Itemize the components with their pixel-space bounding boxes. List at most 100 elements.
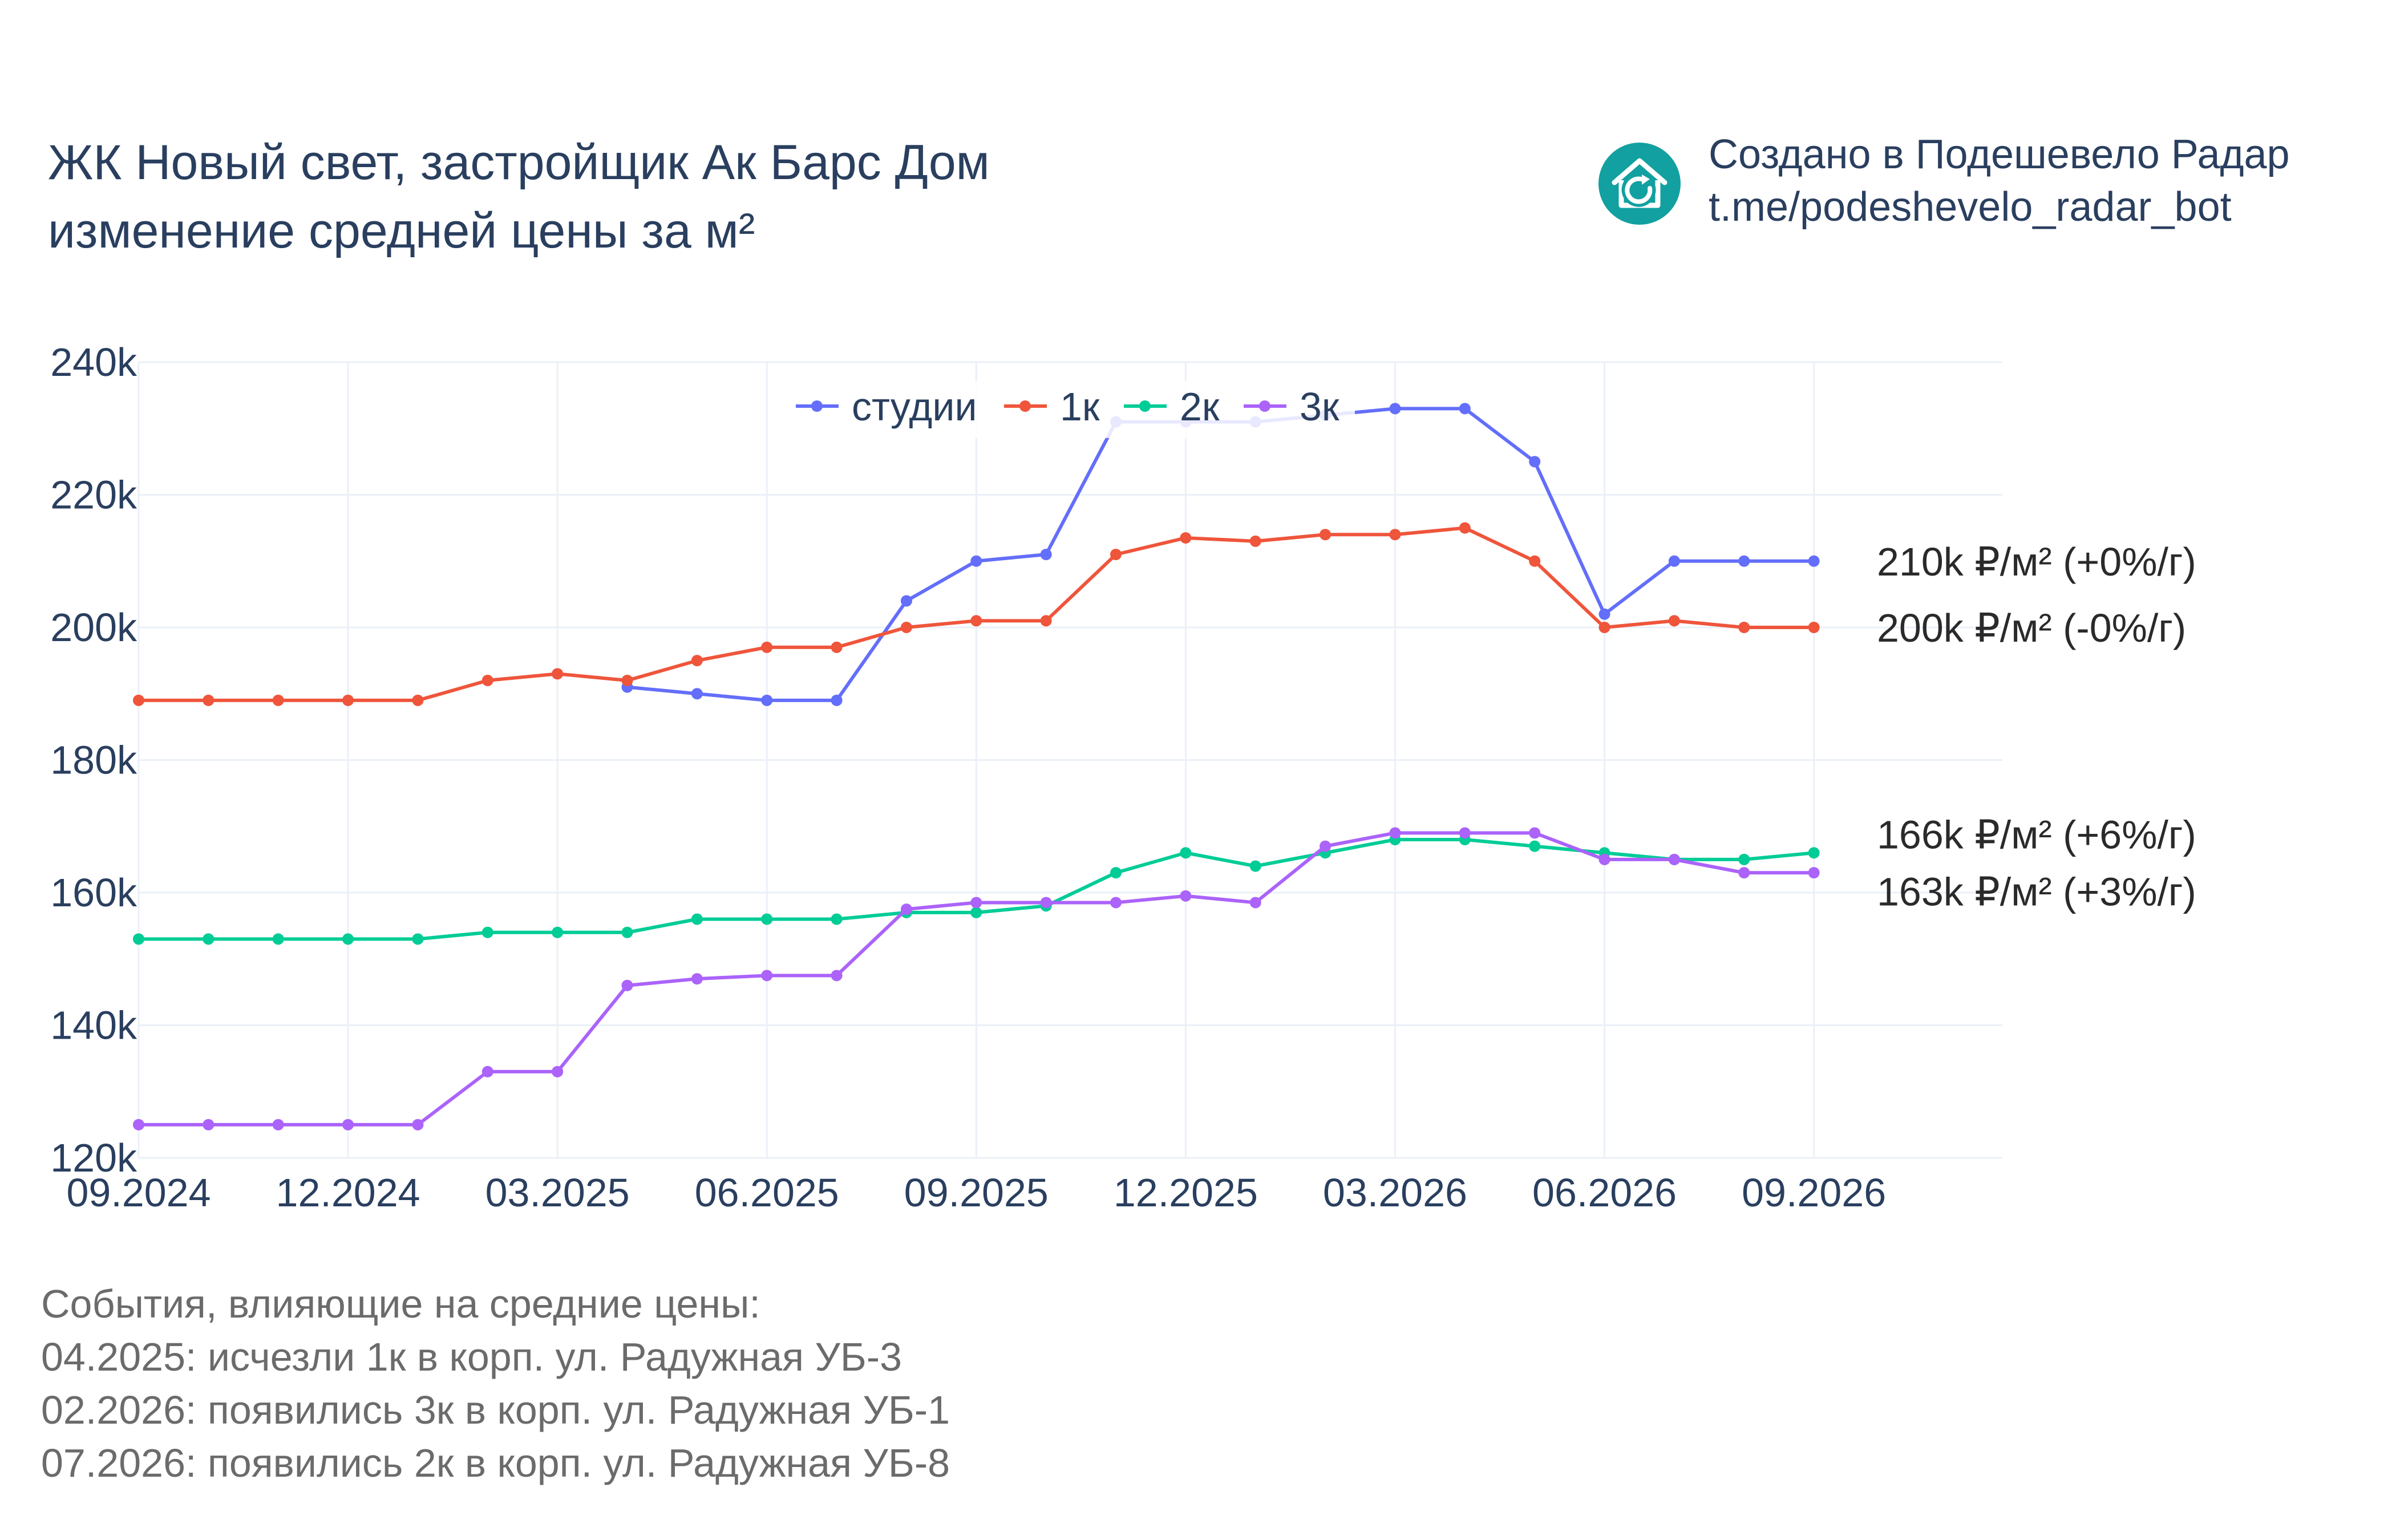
data-point[interactable] xyxy=(552,926,564,938)
data-point[interactable] xyxy=(552,668,564,680)
data-point[interactable] xyxy=(1320,529,1331,541)
data-point[interactable] xyxy=(1529,555,1541,567)
grid-lines xyxy=(137,361,2002,1159)
legend-swatch-marker xyxy=(811,400,823,412)
data-point[interactable] xyxy=(1040,615,1052,627)
data-point[interactable] xyxy=(1249,535,1261,547)
data-point[interactable] xyxy=(831,913,843,925)
data-point[interactable] xyxy=(1529,827,1541,839)
data-point[interactable] xyxy=(133,1118,144,1130)
data-point[interactable] xyxy=(621,979,633,991)
data-point[interactable] xyxy=(1320,840,1331,852)
data-point[interactable] xyxy=(1529,456,1541,468)
data-point[interactable] xyxy=(831,694,843,706)
data-point[interactable] xyxy=(1459,522,1471,534)
data-point[interactable] xyxy=(481,926,493,938)
event-item: 07.2026: появились 2к в корп. ул. Радужн… xyxy=(41,1441,950,1485)
data-point[interactable] xyxy=(481,1065,493,1077)
data-point[interactable] xyxy=(831,641,843,653)
data-point[interactable] xyxy=(970,906,982,918)
data-point[interactable] xyxy=(481,675,493,686)
data-point[interactable] xyxy=(342,694,354,706)
event-item: 04.2025: исчезли 1к в корп. ул. Радужная… xyxy=(41,1335,902,1379)
series-3 xyxy=(133,827,1820,1130)
data-point[interactable] xyxy=(412,694,424,706)
data-point[interactable] xyxy=(900,595,912,607)
data-point[interactable] xyxy=(203,694,214,706)
data-point[interactable] xyxy=(761,970,773,982)
data-point[interactable] xyxy=(1738,867,1750,879)
chart-title-line-2: изменение средней цены за м² xyxy=(48,204,755,258)
data-point[interactable] xyxy=(1808,847,1820,859)
data-point[interactable] xyxy=(1808,867,1820,879)
data-point[interactable] xyxy=(1808,555,1820,567)
data-point[interactable] xyxy=(1110,897,1122,909)
data-point[interactable] xyxy=(1389,529,1401,541)
data-point[interactable] xyxy=(621,675,633,686)
events-list: События, влияющие на средние цены: 04.20… xyxy=(41,1278,950,1490)
data-point[interactable] xyxy=(1459,403,1471,415)
data-point[interactable] xyxy=(761,694,773,706)
data-point[interactable] xyxy=(1668,615,1680,627)
data-point[interactable] xyxy=(1389,403,1401,415)
x-tick-label: 09.2024 xyxy=(66,1170,211,1215)
data-point[interactable] xyxy=(970,555,982,567)
data-point[interactable] xyxy=(691,913,703,925)
x-tick-label: 03.2025 xyxy=(485,1170,630,1215)
legend-item[interactable]: студии xyxy=(796,384,977,429)
data-point[interactable] xyxy=(761,641,773,653)
brand-icon-circle xyxy=(1598,143,1681,225)
data-point[interactable] xyxy=(1668,853,1680,865)
data-point[interactable] xyxy=(1180,847,1192,859)
events-heading: События, влияющие на средние цены: xyxy=(41,1282,760,1326)
data-point[interactable] xyxy=(412,1118,424,1130)
data-point[interactable] xyxy=(1738,622,1750,633)
data-point[interactable] xyxy=(1249,860,1261,872)
data-point[interactable] xyxy=(1040,897,1052,909)
data-point[interactable] xyxy=(1668,555,1680,567)
end-labels: 210k ₽/м² (+0%/г) 200k ₽/м² (-0%/г) 166k ₽… xyxy=(1877,540,2196,914)
data-point[interactable] xyxy=(900,622,912,633)
data-point[interactable] xyxy=(1738,853,1750,865)
data-point[interactable] xyxy=(691,973,703,985)
brand-credit: Создано в Подешевело Радар t.me/podeshev… xyxy=(1709,128,2290,233)
data-point[interactable] xyxy=(1459,827,1471,839)
legend-item[interactable]: 3к xyxy=(1244,384,1339,429)
data-point[interactable] xyxy=(1598,622,1610,633)
data-point[interactable] xyxy=(1180,890,1192,902)
data-point[interactable] xyxy=(900,903,912,915)
legend-item[interactable]: 2к xyxy=(1124,384,1220,429)
x-tick-label: 03.2026 xyxy=(1323,1170,1467,1215)
data-point[interactable] xyxy=(272,1118,284,1130)
data-point[interactable] xyxy=(272,694,284,706)
data-point[interactable] xyxy=(1738,555,1750,567)
data-point[interactable] xyxy=(1249,897,1261,909)
data-point[interactable] xyxy=(203,1118,214,1130)
data-point[interactable] xyxy=(831,970,843,982)
data-point[interactable] xyxy=(1598,853,1610,865)
data-point[interactable] xyxy=(342,933,354,945)
data-point[interactable] xyxy=(691,688,703,700)
data-point[interactable] xyxy=(342,1118,354,1130)
data-point[interactable] xyxy=(1110,549,1122,561)
data-point[interactable] xyxy=(552,1065,564,1077)
data-point[interactable] xyxy=(970,897,982,909)
data-point[interactable] xyxy=(1180,532,1192,544)
data-point[interactable] xyxy=(1040,549,1052,561)
data-point[interactable] xyxy=(1110,867,1122,879)
data-point[interactable] xyxy=(203,933,214,945)
data-point[interactable] xyxy=(621,926,633,938)
data-point[interactable] xyxy=(272,933,284,945)
data-point[interactable] xyxy=(970,615,982,627)
brand-link[interactable]: t.me/podeshevelo_radar_bot xyxy=(1709,184,2232,230)
data-point[interactable] xyxy=(1529,840,1541,852)
data-point[interactable] xyxy=(133,933,144,945)
legend-item[interactable]: 1к xyxy=(1004,384,1100,429)
data-point[interactable] xyxy=(1389,827,1401,839)
data-point[interactable] xyxy=(1808,622,1820,633)
data-point[interactable] xyxy=(691,655,703,667)
data-point[interactable] xyxy=(1598,608,1610,620)
data-point[interactable] xyxy=(412,933,424,945)
data-point[interactable] xyxy=(761,913,773,925)
data-point[interactable] xyxy=(133,694,144,706)
